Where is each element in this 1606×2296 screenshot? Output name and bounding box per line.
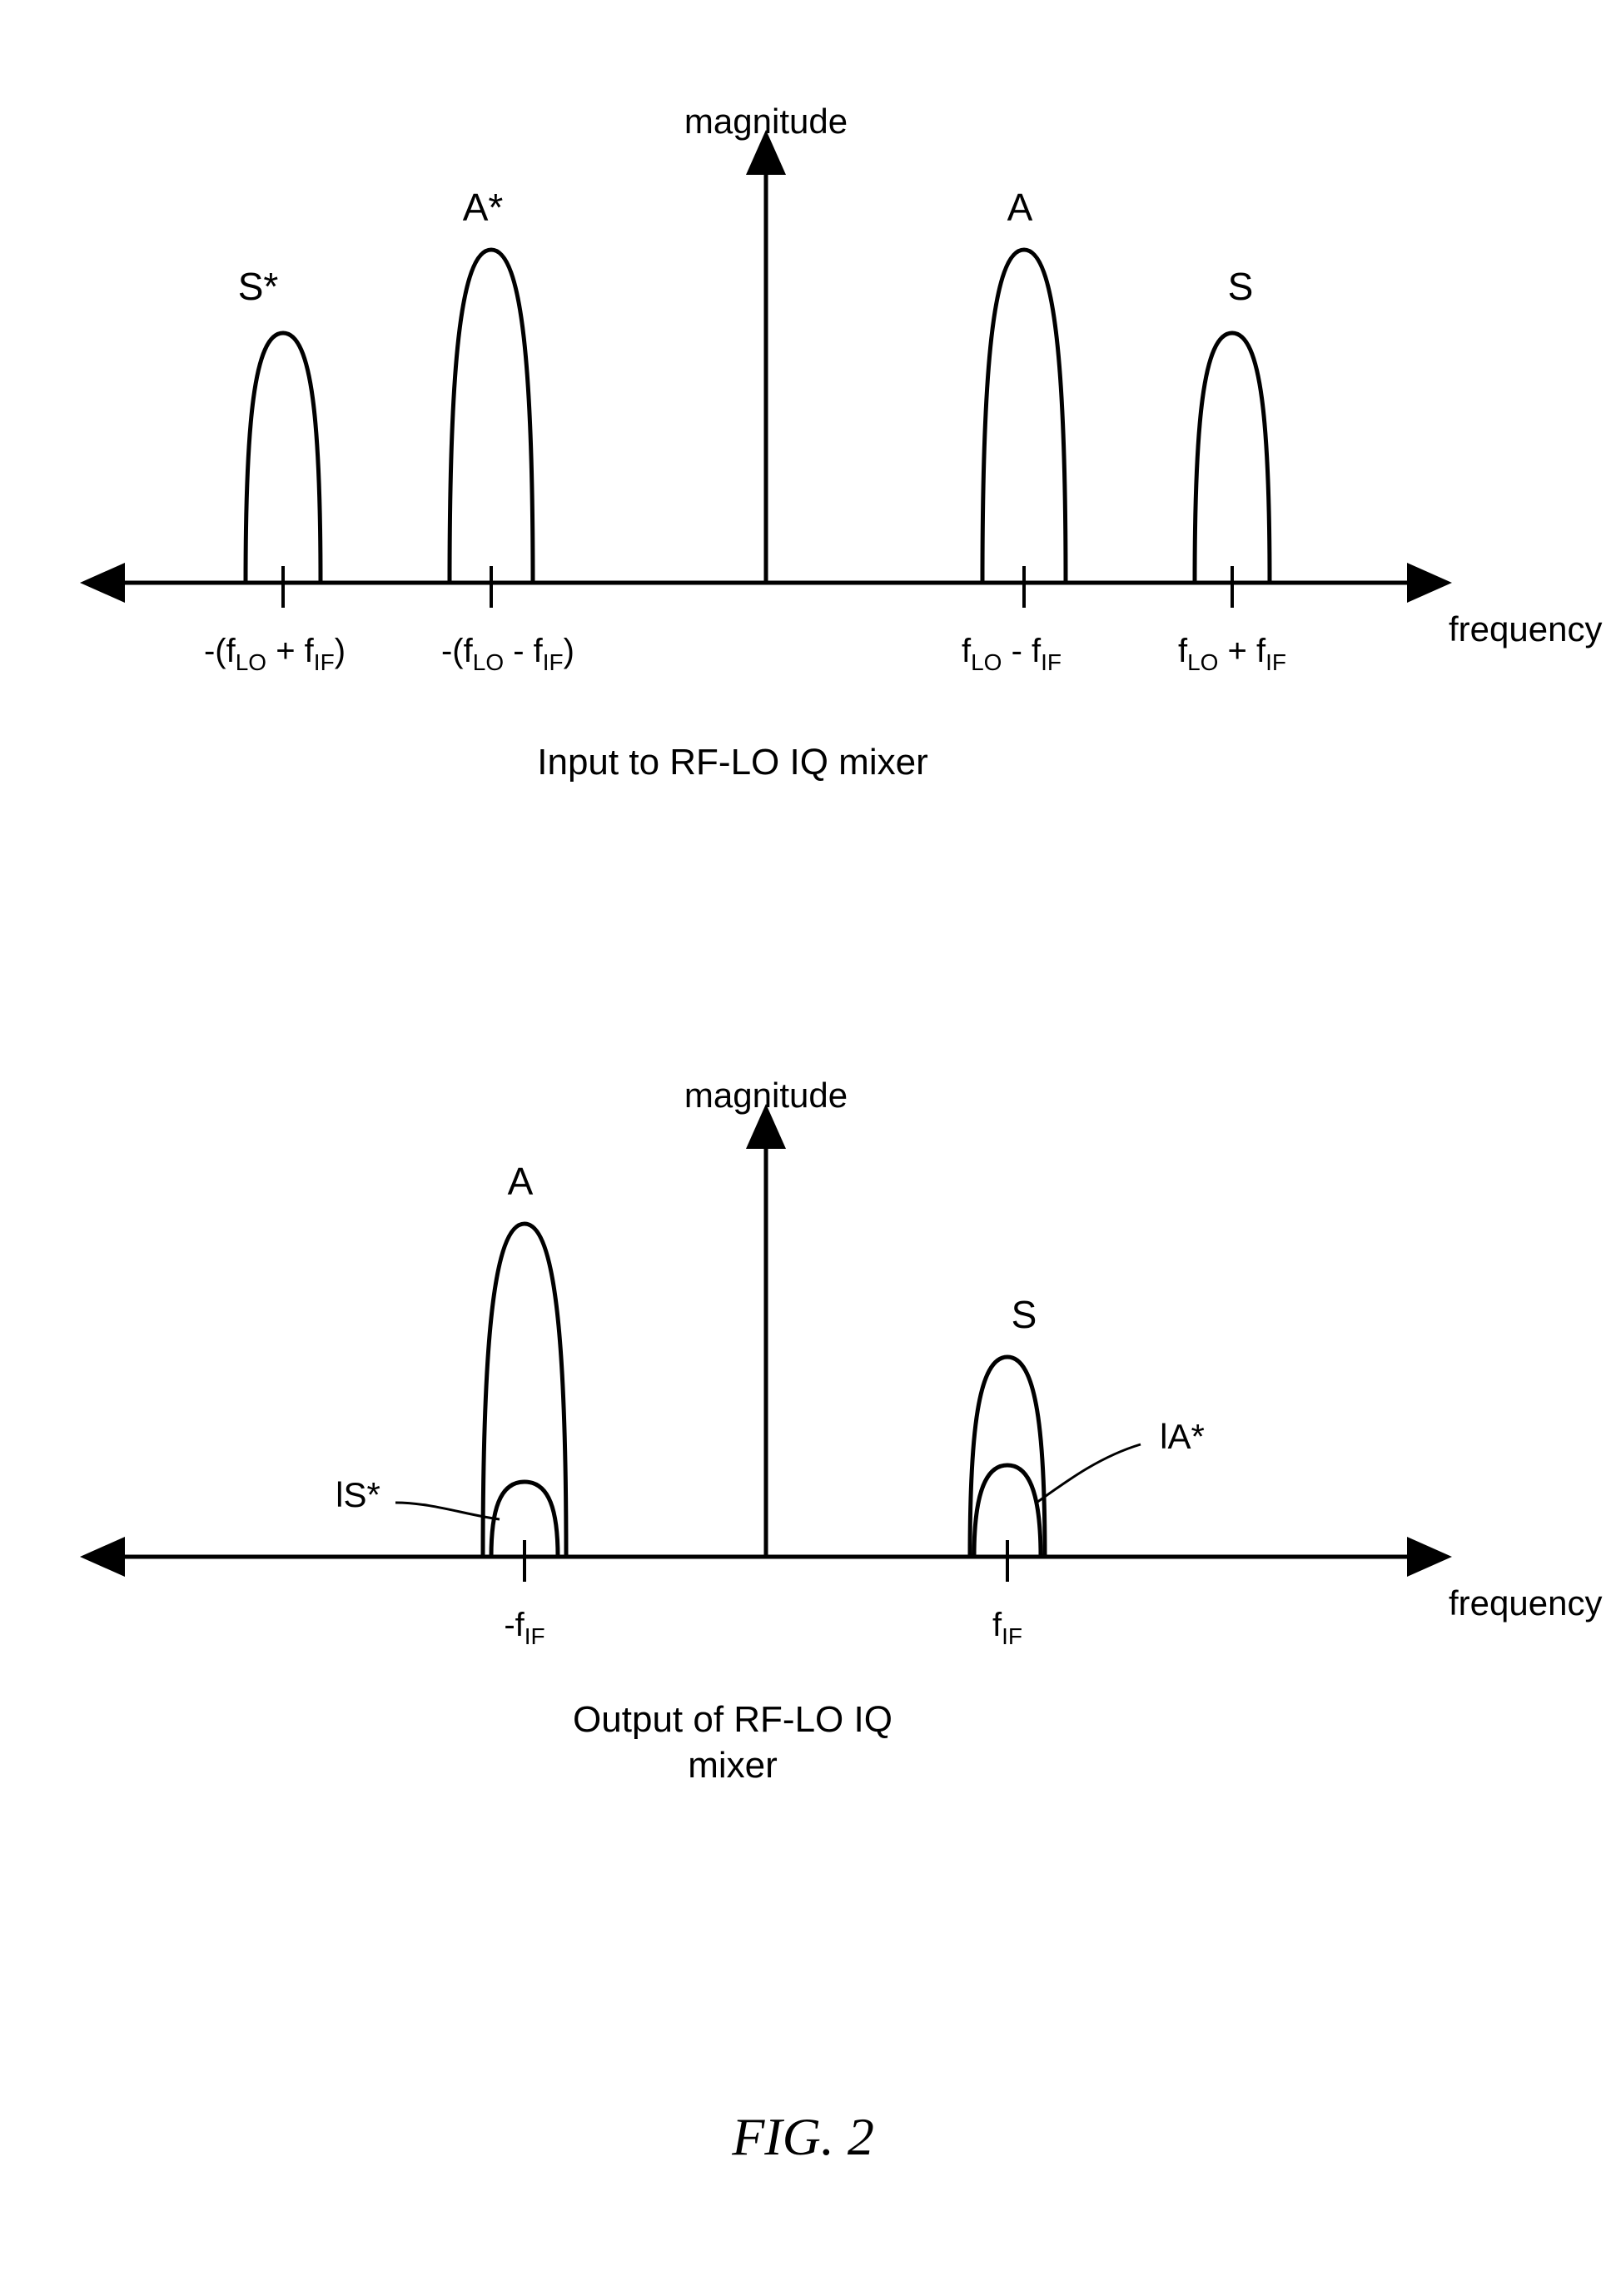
page: magnitude frequency S* A* A S -(fLO + fI…	[0, 0, 1606, 2296]
y-axis-label: magnitude	[684, 1076, 848, 1115]
bottom-chart-caption-1: Output of RF-LO IQ	[573, 1699, 892, 1740]
bottom-spectrum-chart: magnitude frequency A lS* S lA* -fIF fIF…	[0, 1041, 1606, 1915]
peak-a	[982, 250, 1066, 583]
peak-label-a: A	[1007, 186, 1033, 229]
x-axis-label: frequency	[1449, 1583, 1602, 1623]
figure-label: FIG. 2	[0, 2106, 1606, 2168]
peak-label-a-star: A*	[463, 186, 504, 229]
peak-label-s: S	[1012, 1293, 1037, 1336]
peak-s-outer	[970, 1357, 1045, 1557]
peak-s-star	[246, 333, 321, 583]
peak-label-a: A	[508, 1160, 534, 1203]
top-chart-caption: Input to RF-LO IQ mixer	[537, 742, 927, 783]
bottom-chart-caption-2: mixer	[688, 1745, 778, 1786]
peak-label-s-star: S*	[238, 265, 279, 308]
y-axis-label: magnitude	[684, 102, 848, 141]
tick-label-pos-fif: fIF	[992, 1607, 1022, 1649]
tick-label-1: -(fLO - fIF)	[441, 633, 574, 675]
peak-label-s: S	[1228, 265, 1254, 308]
peak-a-star	[450, 250, 533, 583]
tick-label-neg-fif: -fIF	[504, 1607, 544, 1649]
tick-label-2: fLO - fIF	[962, 633, 1062, 675]
top-spectrum-chart: magnitude frequency S* A* A S -(fLO + fI…	[0, 67, 1606, 899]
tick-label-0: -(fLO + fIF)	[204, 633, 346, 675]
x-axis-label: frequency	[1449, 609, 1602, 649]
peak-s	[1195, 333, 1270, 583]
inner-label-ls-star: lS*	[336, 1475, 380, 1514]
tick-label-3: fLO + fIF	[1178, 633, 1286, 675]
leader-la-star	[1037, 1444, 1141, 1503]
inner-label-la-star: lA*	[1160, 1417, 1205, 1456]
